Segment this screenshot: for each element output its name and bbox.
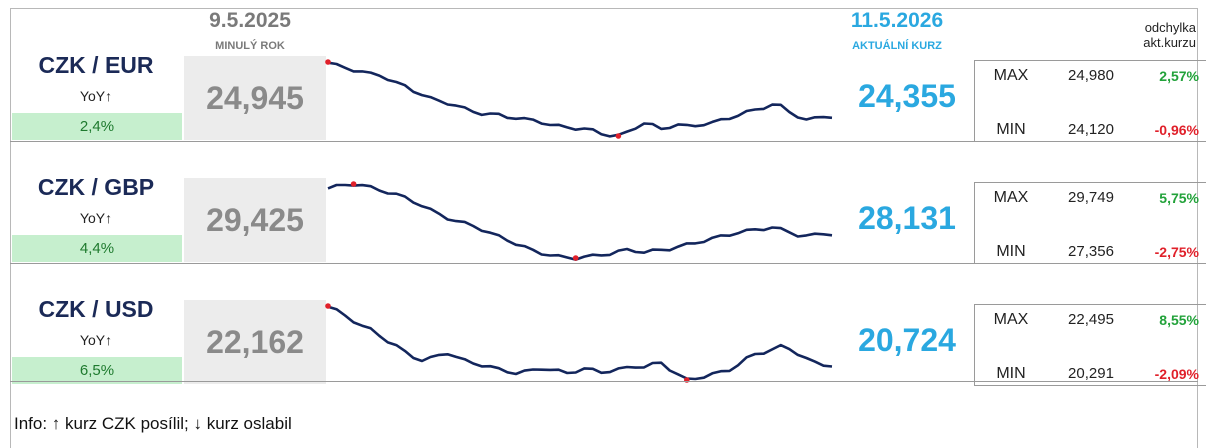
max-label: MAX (993, 189, 1029, 206)
pair-label: CZK / EUR (38, 52, 154, 78)
yoy-value: 4,4% (12, 235, 182, 262)
previous-label: MINULÝ ROK (215, 40, 285, 52)
sparkline-path (327, 305, 833, 381)
max-deviation: 2,57% (1159, 68, 1199, 84)
max-deviation: 8,55% (1159, 312, 1199, 328)
max-label: MAX (993, 311, 1029, 328)
min-value: 27,356 (1068, 243, 1114, 260)
sparkline-min-marker (615, 133, 622, 139)
table-frame (10, 8, 1198, 448)
deviation-header: odchylka akt.kurzu (1100, 20, 1196, 50)
max-value: 29,749 (1068, 189, 1114, 206)
max-label: MAX (993, 67, 1029, 84)
row-divider (10, 141, 1198, 142)
yoy-value: 6,5% (12, 357, 182, 384)
yoy-label: YoY↑ (79, 88, 113, 104)
yoy-label: YoY↑ (79, 210, 113, 226)
deviation-header-line1: odchylka (1144, 20, 1196, 35)
sparkline-min-marker (572, 255, 579, 261)
previous-rate: 22,162 (184, 300, 326, 384)
row-divider (10, 263, 1198, 264)
currency-row-gbp: CZK / GBP YoY↑ 4,4% 29,425 28,131 MAX 29… (10, 122, 1206, 264)
pair-label: CZK / USD (38, 296, 154, 322)
current-date: 11.5.2026 (850, 9, 944, 32)
minmax-box: MAX 22,495 8,55% MIN 20,291 -2,09% (974, 304, 1206, 386)
pair-label: CZK / GBP (37, 174, 155, 200)
max-value: 24,980 (1068, 67, 1114, 84)
min-deviation: -2,75% (1154, 244, 1199, 260)
previous-rate: 29,425 (184, 178, 326, 262)
yoy-value: 2,4% (12, 113, 182, 140)
yoy-label: YoY↑ (79, 332, 113, 348)
sparkline (325, 59, 833, 139)
currency-row-usd: CZK / USD YoY↑ 6,5% 22,162 20,724 MAX 22… (10, 244, 1206, 386)
current-label: AKTUÁLNÍ KURZ (852, 40, 942, 52)
sparkline-max-marker (350, 181, 357, 187)
min-deviation: -0,96% (1154, 122, 1199, 138)
previous-rate: 24,945 (184, 56, 326, 140)
sparkline-path (327, 61, 833, 138)
min-label: MIN (996, 121, 1026, 138)
current-rate: 24,355 (858, 78, 956, 114)
previous-date: 9.5.2025 (209, 9, 291, 32)
min-label: MIN (996, 243, 1026, 260)
sparkline-max-marker (325, 303, 331, 309)
current-rate: 28,131 (858, 200, 956, 236)
info-legend: Info: ↑ kurz CZK posílil; ↓ kurz oslabil (14, 414, 292, 433)
currency-row-eur: CZK / EUR YoY↑ 2,4% 24,945 24,355 MAX 24… (10, 0, 1206, 142)
row-divider (10, 381, 1198, 382)
sparkline-path (327, 183, 833, 261)
sparkline (325, 303, 833, 383)
min-label: MIN (996, 365, 1026, 382)
minmax-box: MAX 29,749 5,75% MIN 27,356 -2,75% (974, 182, 1206, 264)
sparkline-max-marker (325, 59, 331, 65)
sparkline (327, 181, 833, 261)
max-value: 22,495 (1068, 311, 1114, 328)
deviation-header-line2: akt.kurzu (1143, 35, 1196, 50)
current-rate: 20,724 (858, 322, 956, 358)
min-value: 24,120 (1068, 121, 1114, 138)
min-deviation: -2,09% (1154, 366, 1199, 382)
min-value: 20,291 (1068, 365, 1114, 382)
max-deviation: 5,75% (1159, 190, 1199, 206)
